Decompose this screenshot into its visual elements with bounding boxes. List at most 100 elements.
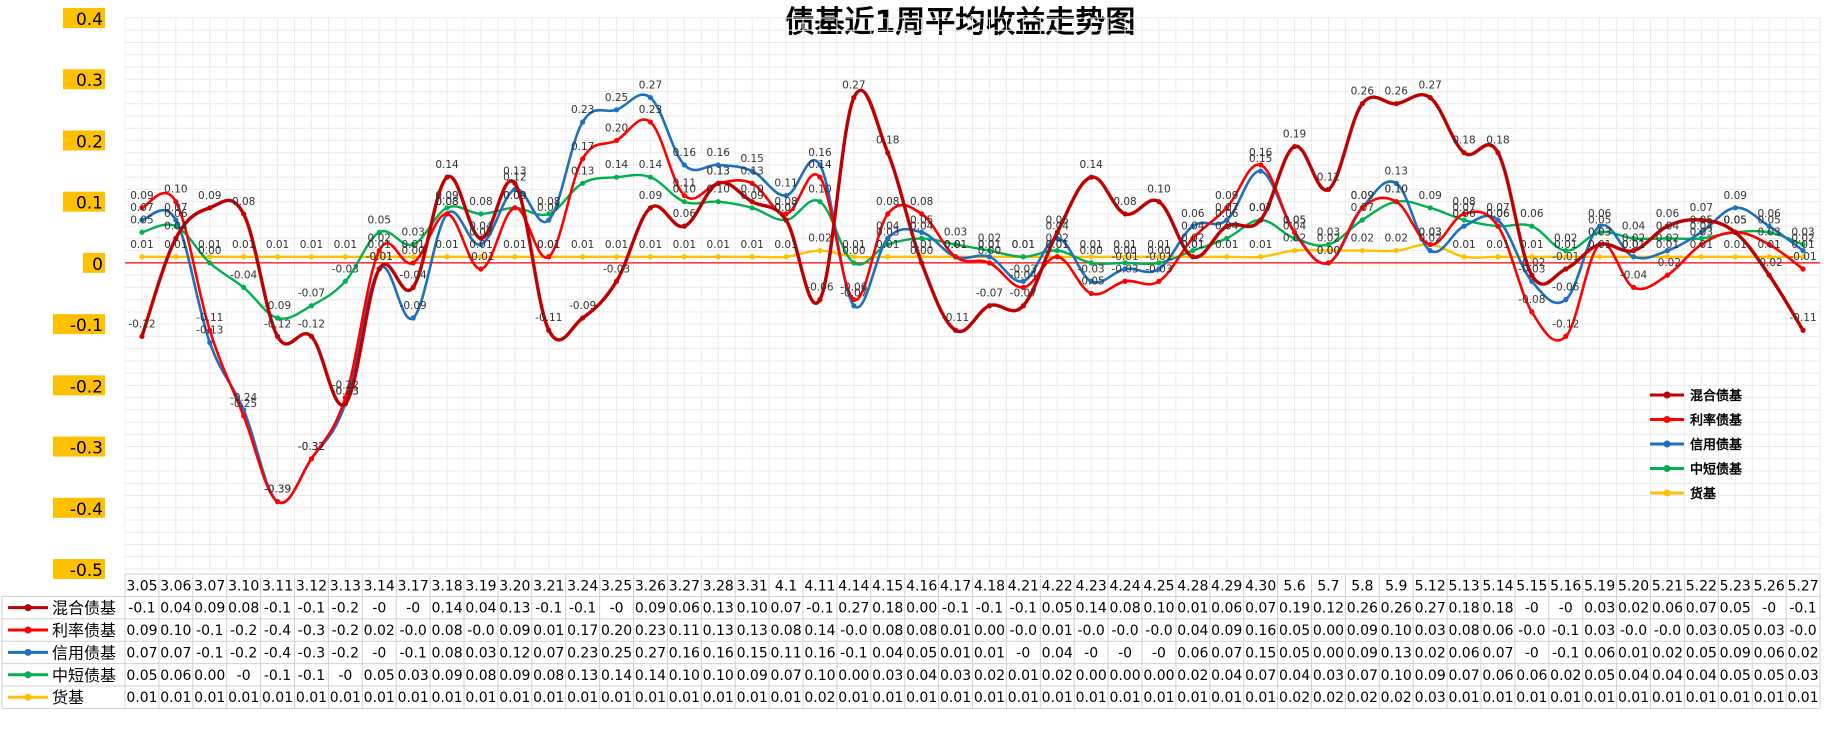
table-cell: 0.10 [1381,668,1412,684]
table-cell: -0.1 [806,601,833,617]
data-label: 0.08 [537,196,560,208]
data-point [173,235,179,241]
table-cell: 0.01 [635,690,666,706]
y-tick-badge [83,252,105,273]
data-point [342,278,348,284]
table-cell: 0.02 [1177,668,1208,684]
x-tick-label: 4.16 [906,578,937,594]
table-cell: 0.01 [940,623,971,639]
data-point [580,180,586,186]
table-cell: 0.12 [1313,601,1344,617]
table-cell: 0.01 [1720,690,1751,706]
table-cell: -0.4 [264,645,291,661]
data-point [647,174,654,180]
data-label: 0.01 [740,239,763,251]
table-cell: 0.08 [872,623,903,639]
data-label: 0.04 [910,220,934,232]
table-cell: 0.05 [1720,623,1751,639]
data-point [1427,248,1433,254]
data-point [1800,241,1806,248]
data-label: 0.26 [1385,86,1409,98]
data-point [1224,223,1230,229]
data-point [173,217,179,223]
data-label: 0.06 [673,208,697,220]
table-cell: 0.01 [398,690,429,706]
table-cell: -0.1 [264,668,291,684]
data-label: -0.07 [1010,288,1037,300]
data-label: 0.01 [537,239,560,251]
data-point [715,199,721,205]
table-cell: -0.0 [399,623,426,639]
data-label: 0.14 [605,159,629,171]
y-tick-label: 0.3 [76,71,103,91]
data-label: 0.25 [605,92,628,104]
data-point [1020,278,1026,284]
table-cell: 0.06 [1652,601,1683,617]
table-cell: 0.02 [1381,690,1412,706]
data-label: 0.04 [876,220,900,232]
table-cell: 0.02 [1042,668,1073,684]
data-point [1393,199,1399,205]
data-label: -0.11 [535,312,562,324]
table-cell: 0.01 [737,690,768,706]
data-label: -0.03 [1078,263,1105,275]
table-cell: -0 [372,601,386,617]
data-point [681,254,687,260]
data-point [207,339,213,346]
table-cell: 0.04 [1177,623,1208,639]
data-label: 0.08 [910,196,933,208]
data-point [1258,254,1264,260]
data-point [647,94,654,101]
data-label: 0.04 [1656,220,1680,232]
table-series-name: 混合债基 [52,599,116,618]
x-tick-label: 5.8 [1351,578,1373,594]
data-label: 0.01 [707,239,730,251]
data-point [1664,248,1671,254]
table-cell: 0.18 [1448,601,1479,617]
data-label: -0.03 [1145,263,1172,275]
data-point [1698,235,1704,241]
data-label: 0.02 [1791,233,1814,245]
data-label: 0.01 [876,239,899,251]
table-cell: -0 [372,645,386,661]
table-cell: -0 [237,668,251,684]
data-point [1698,241,1704,248]
data-label: -0.04 [400,269,427,281]
table-cell: -0.3 [298,645,325,661]
data-point [613,174,620,180]
table-cell: 0.00 [906,601,937,617]
data-label: -0.32 [298,441,325,453]
table-cell: 0.17 [567,623,598,639]
y-tick-label: 0.4 [76,10,103,30]
data-label: 0.13 [503,165,526,177]
table-cell: 0.01 [567,690,598,706]
table-cell: 0.14 [1076,601,1107,617]
table-cell: -0.1 [128,601,155,617]
x-tick-label: 3.27 [669,578,700,594]
data-point [1766,254,1772,260]
data-point [1122,266,1128,272]
data-label: 0.01 [1690,239,1713,251]
data-label: -0.04 [230,269,257,281]
y-tick-label: -0.4 [70,500,103,520]
data-label: 0.10 [740,184,763,196]
data-point [410,284,416,290]
data-label: 0.08 [876,196,899,208]
data-point [817,297,823,303]
data-point [546,211,552,217]
table-cell: 0.08 [431,645,462,661]
data-point [1190,254,1196,260]
table-cell: 0.01 [194,690,225,706]
data-label: -0.22 [332,380,359,392]
x-tick-label: 4.23 [1076,578,1107,594]
table-cell: 0.15 [737,645,768,661]
data-point [1359,205,1365,211]
y-tick-badge [53,375,105,396]
table-cell: 0.00 [1076,668,1107,684]
data-point [1495,150,1501,156]
table-cell: 0.19 [1279,601,1310,617]
data-point [1461,223,1467,229]
legend-marker [1663,391,1671,399]
table-cell: 0.01 [1754,690,1785,706]
data-label: 0.16 [808,147,832,159]
